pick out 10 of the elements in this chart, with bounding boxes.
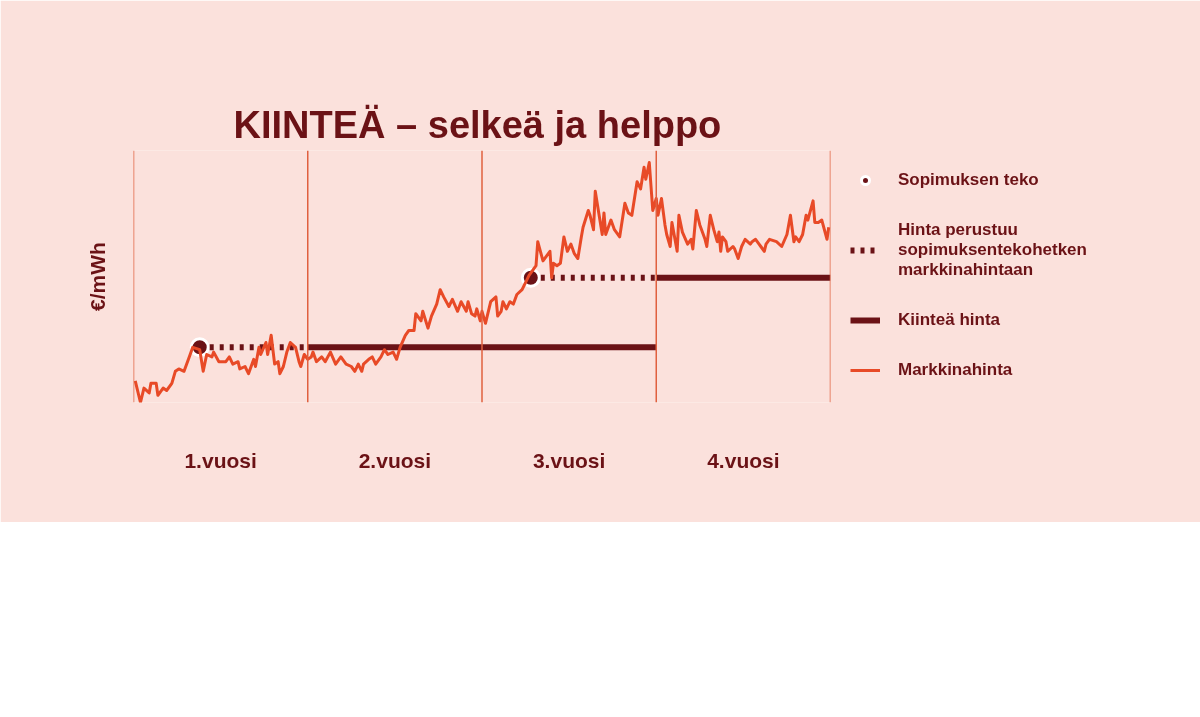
legend-label: Sopimuksen teko — [898, 170, 1039, 190]
legend-label: Kiinteä hinta — [898, 310, 1001, 330]
x-tick-label: 4.vuosi — [707, 448, 780, 472]
legend-label: Markkinahinta — [898, 360, 1013, 380]
x-tick-label: 2.vuosi — [358, 448, 432, 472]
x-tick-label: 1.vuosi — [184, 448, 257, 472]
y-axis-title: €/mWh — [85, 242, 109, 311]
x-tick-label: 3.vuosi — [532, 448, 606, 472]
chart-title: KIINTEÄ – selkeä ja helppo — [233, 103, 722, 146]
legend-label: Hinta perustuu sopimuksentekohetken markkinahintaan — [898, 220, 1087, 280]
